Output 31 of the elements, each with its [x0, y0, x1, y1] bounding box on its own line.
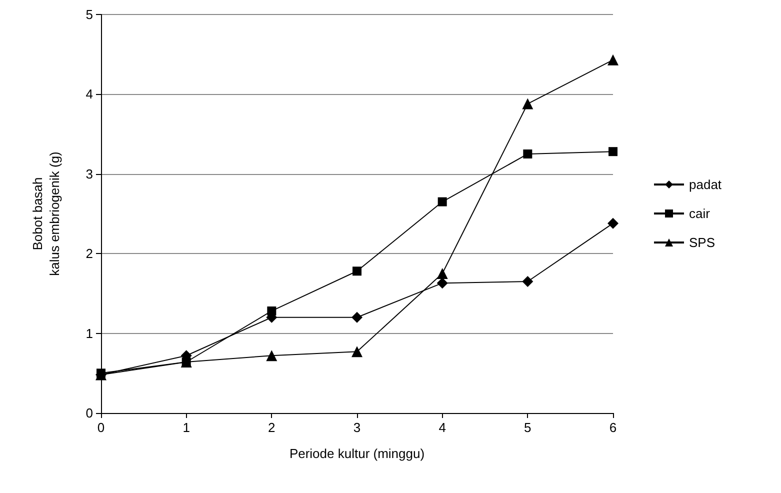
y-tick-label: 5 [86, 7, 93, 22]
y-tick-label: 3 [86, 166, 93, 182]
point [608, 54, 618, 66]
legend-label: SPS [689, 235, 716, 250]
point [438, 197, 447, 206]
point [352, 266, 362, 276]
x-tick-label: 0 [97, 420, 105, 435]
y-tick-label: 1 [86, 326, 93, 341]
x-axis-title: Periode kultur (minggu) [289, 446, 425, 461]
point [608, 218, 618, 229]
point [523, 149, 532, 158]
point [266, 350, 278, 362]
y-tick-label: 2 [86, 246, 93, 262]
point [352, 346, 362, 358]
point [522, 276, 534, 287]
x-tick-label: 1 [182, 420, 190, 435]
y-tick-label: 4 [86, 86, 93, 102]
x-tick-label: 4 [438, 420, 446, 435]
x-tick-label: 3 [353, 420, 361, 435]
point [436, 268, 448, 280]
y-tick-label: 0 [86, 406, 93, 420]
legend-label: padat [689, 177, 722, 192]
x-tick-label: 2 [268, 420, 276, 435]
legend-label: cair [689, 206, 711, 221]
x-tick-label: 5 [524, 420, 532, 435]
y-axis-title: Bobot basah kalus embriogenik (g) [30, 152, 62, 276]
point [608, 147, 618, 156]
x-tick-label: 6 [609, 420, 617, 435]
point [352, 312, 362, 323]
point [436, 278, 448, 289]
point [522, 98, 534, 110]
